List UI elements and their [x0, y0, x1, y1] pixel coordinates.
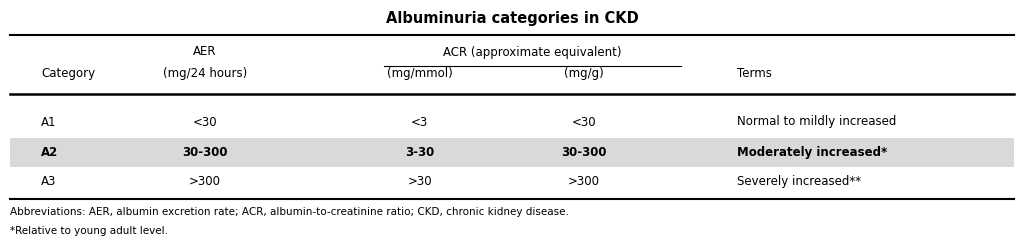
Bar [10, 138, 1014, 167]
Text: Terms: Terms [737, 67, 772, 80]
Text: Severely increased**: Severely increased** [737, 175, 861, 188]
Text: Abbreviations: AER, albumin excretion rate; ACR, albumin-to-creatinine ratio; CK: Abbreviations: AER, albumin excretion ra… [10, 207, 569, 217]
Text: Albuminuria categories in CKD: Albuminuria categories in CKD [386, 11, 638, 26]
Text: A3: A3 [41, 175, 56, 188]
Text: 3-30: 3-30 [406, 146, 434, 159]
Text: Category: Category [41, 67, 95, 80]
Text: >300: >300 [567, 175, 600, 188]
Text: 30-300: 30-300 [182, 146, 227, 159]
Text: (mg/24 hours): (mg/24 hours) [163, 67, 247, 80]
Text: A2: A2 [41, 146, 58, 159]
Text: <30: <30 [193, 115, 217, 129]
Text: A1: A1 [41, 115, 56, 129]
Text: ACR (approximate equivalent): ACR (approximate equivalent) [443, 46, 622, 59]
Text: >30: >30 [408, 175, 432, 188]
Text: Moderately increased*: Moderately increased* [737, 146, 888, 159]
Text: <3: <3 [412, 115, 428, 129]
Text: 30-300: 30-300 [561, 146, 606, 159]
Text: <30: <30 [571, 115, 596, 129]
Text: (mg/g): (mg/g) [564, 67, 603, 80]
Text: >300: >300 [188, 175, 221, 188]
Text: Normal to mildly increased: Normal to mildly increased [737, 115, 897, 129]
Text: *Relative to young adult level.: *Relative to young adult level. [10, 226, 168, 236]
Text: AER: AER [194, 45, 216, 58]
Text: (mg/mmol): (mg/mmol) [387, 67, 453, 80]
